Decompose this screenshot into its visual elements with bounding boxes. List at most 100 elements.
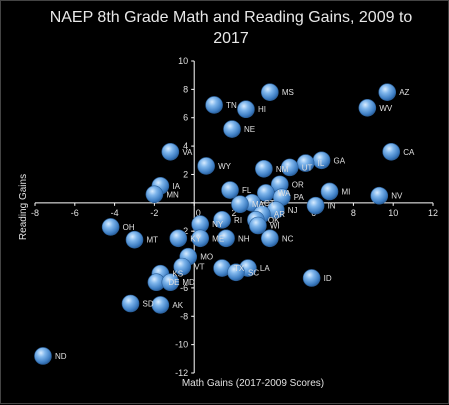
point-label-mo: MO [200,253,213,262]
data-point-ma [231,195,249,214]
point-label-ny: NY [212,220,224,229]
data-point-ak [151,296,170,314]
data-point-wy [197,157,215,175]
data-point-va [161,142,180,161]
point-label-mn: MN [166,190,179,199]
data-point-wi [249,216,267,235]
point-label-md: MD [182,278,195,287]
point-label-vt: VT [194,263,204,272]
data-point-me [191,229,209,248]
data-point-ut [280,158,299,177]
data-point-oh [101,218,120,236]
data-point-mi [320,182,339,201]
data-point-mt [125,230,144,249]
point-label-ia: IA [172,182,180,191]
data-point-ms [261,83,279,101]
data-point-md [161,273,180,292]
point-label-pa: PA [294,193,305,202]
point-label-nc: NC [282,234,294,243]
data-point-ky [169,229,188,248]
y-tick-label: -8 [180,311,188,321]
point-label-ga: GA [334,156,346,165]
y-tick-label: -6 [180,283,188,293]
data-point-sd [121,294,140,313]
data-point-ne [223,120,241,138]
data-point-nm [255,159,273,178]
data-point-nc [261,229,279,248]
point-label-ut: UT [302,163,313,172]
x-tick-label: 0 [196,208,201,218]
y-tick-label: -2 [180,226,188,236]
point-label-sc: SC [248,268,259,277]
point-label-ky: KY [190,234,201,243]
point-label-nm: NM [276,165,289,174]
data-point-nv [370,186,389,205]
point-label-ar: AR [274,210,285,219]
x-tick-label: -8 [31,208,39,218]
point-label-ak: AK [172,301,183,310]
point-label-nj: NJ [288,206,298,215]
data-point-ca [382,142,401,161]
y-tick-label: 4 [183,141,188,151]
data-point-vt [173,257,192,276]
point-label-in: IN [328,202,336,211]
point-label-ct: CT [264,199,275,208]
y-tick-label: 8 [183,84,188,94]
point-label-ok: OK [268,216,280,225]
point-label-wv: WV [379,104,393,113]
point-label-ma: MA [252,200,265,209]
data-point-ri [213,211,231,229]
point-label-id: ID [324,274,332,283]
point-label-me: ME [212,234,224,243]
data-point-nh [217,229,235,248]
point-label-sd: SD [143,300,154,309]
data-point-fl [221,181,239,199]
point-label-la: LA [260,264,270,273]
data-point-wv [358,99,377,117]
data-point-hi [237,100,255,119]
point-label-ms: MS [282,88,294,97]
data-point-tn [205,96,223,114]
point-label-az: AZ [399,88,409,97]
data-point-sc [227,263,245,282]
x-tick-label: 2 [231,208,236,218]
x-tick-label: -6 [71,208,79,218]
point-label-nh: NH [238,234,250,243]
point-label-mt: MT [147,236,159,245]
x-tick-label: -2 [150,208,158,218]
point-label-oh: OH [123,223,135,232]
x-tick-label: 10 [388,208,398,218]
y-tick-label: 6 [183,113,188,123]
point-label-fl: FL [242,186,252,195]
point-label-tn: TN [226,101,237,110]
y-tick-label: -12 [175,368,188,378]
y-axis-title: Reading Gains [18,174,29,240]
data-point-az [378,83,397,101]
x-axis-title: Math Gains (2017-2009 Scores) [182,378,324,389]
point-label-ne: NE [244,125,255,134]
x-tick-label: 12 [428,208,438,218]
point-label-or: OR [292,180,304,189]
data-point-nd [34,347,52,365]
chart-title: NAEP 8th Grade Math and Reading Gains, 2… [49,9,413,47]
x-tick-label: -4 [111,208,119,218]
data-point-in [306,196,325,215]
point-label-hi: HI [258,105,266,114]
point-label-il: IL [318,159,325,168]
point-label-nd: ND [55,352,67,361]
point-label-tx: TX [234,264,245,273]
point-label-mi: MI [342,187,351,196]
point-label-nv: NV [391,192,403,201]
y-tick-label: -10 [175,340,188,350]
point-label-ks: KS [172,270,183,279]
point-label-wi: WI [270,222,280,231]
point-label-de: DE [168,278,179,287]
point-label-wy: WY [218,162,232,171]
point-label-va: VA [182,148,193,157]
y-tick-label: 10 [178,56,188,66]
y-tick-label: 2 [183,169,188,179]
data-point-id [302,269,321,287]
x-tick-label: 8 [351,208,356,218]
